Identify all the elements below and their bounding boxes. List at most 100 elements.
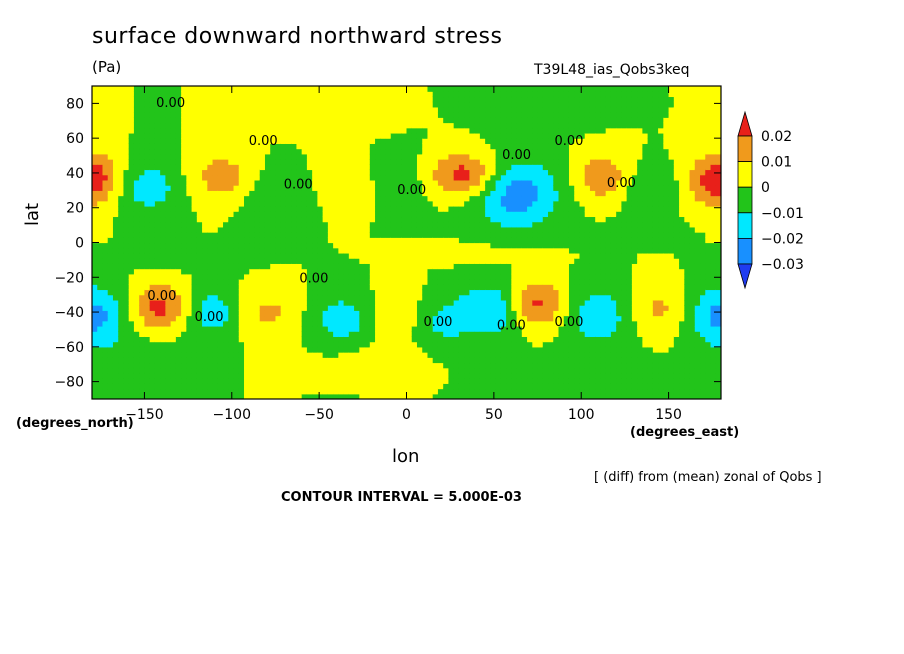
field-cell [270, 393, 277, 399]
field-cell [479, 367, 486, 374]
field-cell [128, 352, 135, 358]
field-cell [443, 279, 450, 285]
field-cell [264, 346, 271, 353]
field-cell [427, 310, 434, 317]
field-cell [416, 117, 423, 124]
field-cell [317, 346, 324, 353]
field-cell [181, 383, 187, 390]
field-cell [327, 205, 334, 212]
field-cell [186, 352, 193, 358]
field-cell [170, 143, 177, 150]
field-cell [458, 268, 465, 275]
field-cell [364, 247, 371, 254]
field-cell [280, 268, 287, 275]
field-cell [207, 143, 214, 150]
field-cell [207, 106, 214, 113]
field-cell [327, 153, 334, 160]
field-cell [406, 112, 413, 118]
field-cell [437, 372, 444, 379]
field-cell [238, 143, 245, 150]
field-cell [217, 331, 224, 337]
field-cell [338, 237, 345, 244]
field-cell [264, 341, 271, 348]
field-cell [485, 169, 491, 176]
field-cell [385, 101, 392, 108]
field-cell [128, 96, 135, 103]
field-cell [343, 320, 350, 327]
field-cell [291, 289, 298, 296]
field-cell [448, 237, 455, 244]
field-cell [97, 294, 104, 301]
field-cell [390, 279, 397, 285]
field-cell [327, 331, 334, 337]
field-cell [285, 263, 292, 270]
field-cell [500, 305, 507, 311]
field-cell [375, 127, 381, 134]
field-cell [453, 383, 460, 390]
field-cell [139, 232, 146, 238]
field-cell [270, 200, 277, 207]
field-cell [196, 112, 203, 118]
field-cell [406, 247, 413, 254]
field-cell [516, 91, 523, 98]
field-cell [432, 96, 439, 103]
field-cell [390, 237, 397, 244]
field-cell [427, 383, 434, 390]
field-cell [97, 320, 104, 327]
field-cell [469, 331, 476, 337]
field-cell [396, 174, 402, 181]
field-cell [275, 86, 282, 92]
field-cell [485, 153, 491, 160]
field-cell [312, 112, 318, 118]
field-cell [506, 263, 512, 270]
field-cell [223, 179, 229, 186]
field-cell [443, 179, 450, 186]
field-cell [354, 325, 360, 332]
field-cell [244, 247, 250, 254]
field-cell [207, 221, 214, 228]
field-cell [275, 325, 282, 332]
field-cell [249, 247, 256, 254]
field-cell [149, 164, 156, 171]
field-cell [92, 86, 98, 92]
field-cell [165, 122, 172, 129]
field-cell [453, 315, 460, 322]
field-cell [500, 185, 507, 191]
field-cell [333, 289, 339, 296]
field-cell [160, 195, 166, 202]
field-cell [411, 383, 418, 390]
field-cell [249, 310, 256, 317]
field-cell [186, 383, 193, 390]
field-cell [401, 164, 408, 171]
field-cell [139, 393, 146, 399]
field-cell [443, 96, 450, 103]
field-cell [306, 320, 313, 327]
field-cell [249, 122, 256, 129]
field-cell [385, 138, 392, 144]
field-cell [107, 372, 114, 379]
field-cell [312, 352, 318, 358]
field-cell [390, 331, 397, 337]
field-cell [317, 242, 324, 249]
field-cell [186, 185, 193, 191]
field-cell [432, 164, 439, 171]
field-cell [296, 216, 303, 223]
field-cell [317, 169, 324, 176]
field-cell [165, 179, 172, 186]
field-cell [354, 174, 360, 181]
field-cell [160, 122, 166, 129]
field-cell [521, 91, 528, 98]
field-cell [228, 148, 235, 155]
field-cell [102, 221, 109, 228]
field-cell [527, 352, 533, 358]
field-cell [453, 106, 460, 113]
field-cell [375, 310, 381, 317]
field-cell [244, 195, 250, 202]
field-cell [301, 242, 308, 249]
field-cell [112, 117, 119, 124]
field-cell [521, 294, 528, 301]
field-cell [264, 294, 271, 301]
field-cell [390, 268, 397, 275]
field-cell [511, 106, 518, 113]
field-cell [238, 367, 245, 374]
